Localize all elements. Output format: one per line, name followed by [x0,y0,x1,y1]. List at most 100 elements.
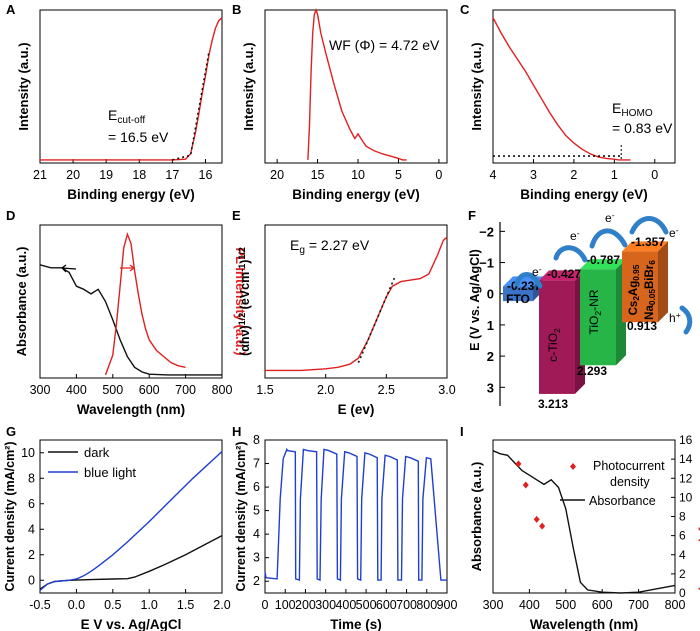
series-spectrum [40,17,223,161]
x-tick-label: 800 [416,598,437,612]
value-ctio2-vb: 3.213 [538,397,568,411]
panel-B: 20 15 10 5 0 Binding energy (eV) Intensity (a.… [241,7,448,202]
x-tick-label: 1.5 [256,383,273,397]
text-segment: -NR [587,289,601,311]
x-axis-label: Wavelength (nm) [530,617,638,631]
band-block-TiO2-NR [580,269,616,366]
x-tick-label: 0 [435,168,442,182]
series-spectrum [307,7,407,161]
series-spectrum [492,17,631,161]
text-segment: 2 [552,328,562,333]
x-tick-label: 0.0 [68,598,85,612]
plot-frame [264,439,448,594]
y-tick-label: 5 [253,504,260,518]
electron-transfer-arrow [629,216,669,235]
legend-label-blue: blue light [84,465,136,480]
label-na-bibr: Na0.05BiBr6 [644,260,657,320]
y2-tick-label: 10 [679,490,693,504]
x-tick-label: 20 [270,168,284,182]
y2-tick-label: 4 [679,548,686,562]
x-tick-label: 4 [490,168,497,182]
electron-transfer-arrow [589,228,628,249]
plot-frame [39,224,223,379]
y-tick-label: 6 [28,497,35,511]
x-tick-label: 800 [212,383,233,397]
series-blue-light [39,450,223,592]
x-tick-label: 1 [611,168,618,182]
text-segment: Ag [628,281,640,296]
annotation-ehomo: EHOMO [612,100,653,119]
text-segment: HOMO [621,108,653,119]
x-tick-label: 500 [102,383,123,397]
text-segment: 2 [593,311,603,316]
text-segment: E [612,100,621,116]
panel-A: 21 20 19 18 17 16 Binding energy (eV) Intensity… [16,9,223,202]
text-segment: - [612,210,615,220]
x-tick-label: 800 [665,598,686,612]
text-segment: e [570,229,577,243]
y-tick-label: −2 [479,224,494,239]
y-axis-label: Current density (mA/cm²) [3,441,17,591]
value-cs-vb: 0.913 [627,319,657,333]
value-nr-cb: -0.787 [586,253,620,267]
y2-tick-label: 8 [679,510,686,524]
x-tick-label: 700 [628,598,649,612]
photocurrent-point [515,460,522,468]
x-axis-label: Binding energy (eV) [292,187,420,202]
x-tick-label: 18 [132,168,146,182]
band-block-FTO [503,286,533,302]
x-tick-label: 20 [66,168,80,182]
y2-tick-label: 0 [679,586,686,600]
text-segment: c-TiO [546,333,560,362]
x-tick-label: 21 [33,168,47,182]
y-tick-label: 3 [487,380,494,395]
electron-transfer-arrow [514,272,543,289]
text-segment: = 2.27 eV [305,237,370,253]
text-segment: e [532,265,539,279]
value-cs-cb: -1.357 [631,235,665,249]
x-tick-label: 700 [175,383,196,397]
plot-frame [264,9,448,164]
y-axis-label: Current density (mA/cm²) [234,441,248,591]
y-axis-label-2: Current density (mA/cm²) [698,441,700,591]
text-segment: cut-off [117,115,145,126]
y2-tick-label: 6 [679,529,686,543]
panel-letter-E: E [232,208,241,223]
y-tick-label: 2 [487,349,494,364]
label-tio2-nr: TiO2-NR [587,289,603,334]
text-segment: 1/2 [237,313,247,326]
band-side-Cs2Ag0.95Na0.05BiBr6 [658,241,668,323]
y-tick-label: 3 [253,551,260,565]
y-tick-label: 2 [28,548,35,562]
plot-frame [264,224,448,379]
y-tick-label: 2 [253,574,260,588]
annotation-ecutoff: Ecut-off [108,107,145,126]
x-tick-label: 19 [99,168,113,182]
text-segment: 0.05 [648,289,657,305]
text-segment: -1 [237,264,247,272]
band-top-TiO2-NR [580,259,626,270]
y-axis-label: (αhν)1/2 (eVcm-1)1/2 [237,247,252,356]
y-tick-label: 10 [21,446,35,460]
series-tauc [265,236,448,372]
x-tick-label: 300 [30,383,51,397]
text-segment: 0.95 [632,264,641,280]
x-tick-label: 16 [199,168,213,182]
y-tick-label: 7 [253,457,260,471]
y2-tick-label: 2 [679,567,686,581]
x-tick-label: 2.0 [317,383,334,397]
legend-label-dark: dark [84,445,110,460]
series-PL [104,231,186,376]
x-tick-label: 600 [592,598,613,612]
text-segment: Cs [628,301,640,316]
x-tick-label: 300 [315,598,336,612]
series-absorbance [492,450,676,594]
y-tick-label: 0 [28,573,35,587]
text-segment: + [676,310,681,320]
band-top-Cs2Ag0.95Na0.05BiBr6 [622,241,668,252]
legend-label-absorbance: Absorbance [589,494,656,508]
annotation-eg: Eg = 2.27 eV [290,237,370,256]
annotation-ecutoff-value: = 16.5 eV [108,129,169,145]
y-axis-label: E (V vs. Ag/AgCl) [468,249,482,351]
text-segment: - [577,228,580,238]
